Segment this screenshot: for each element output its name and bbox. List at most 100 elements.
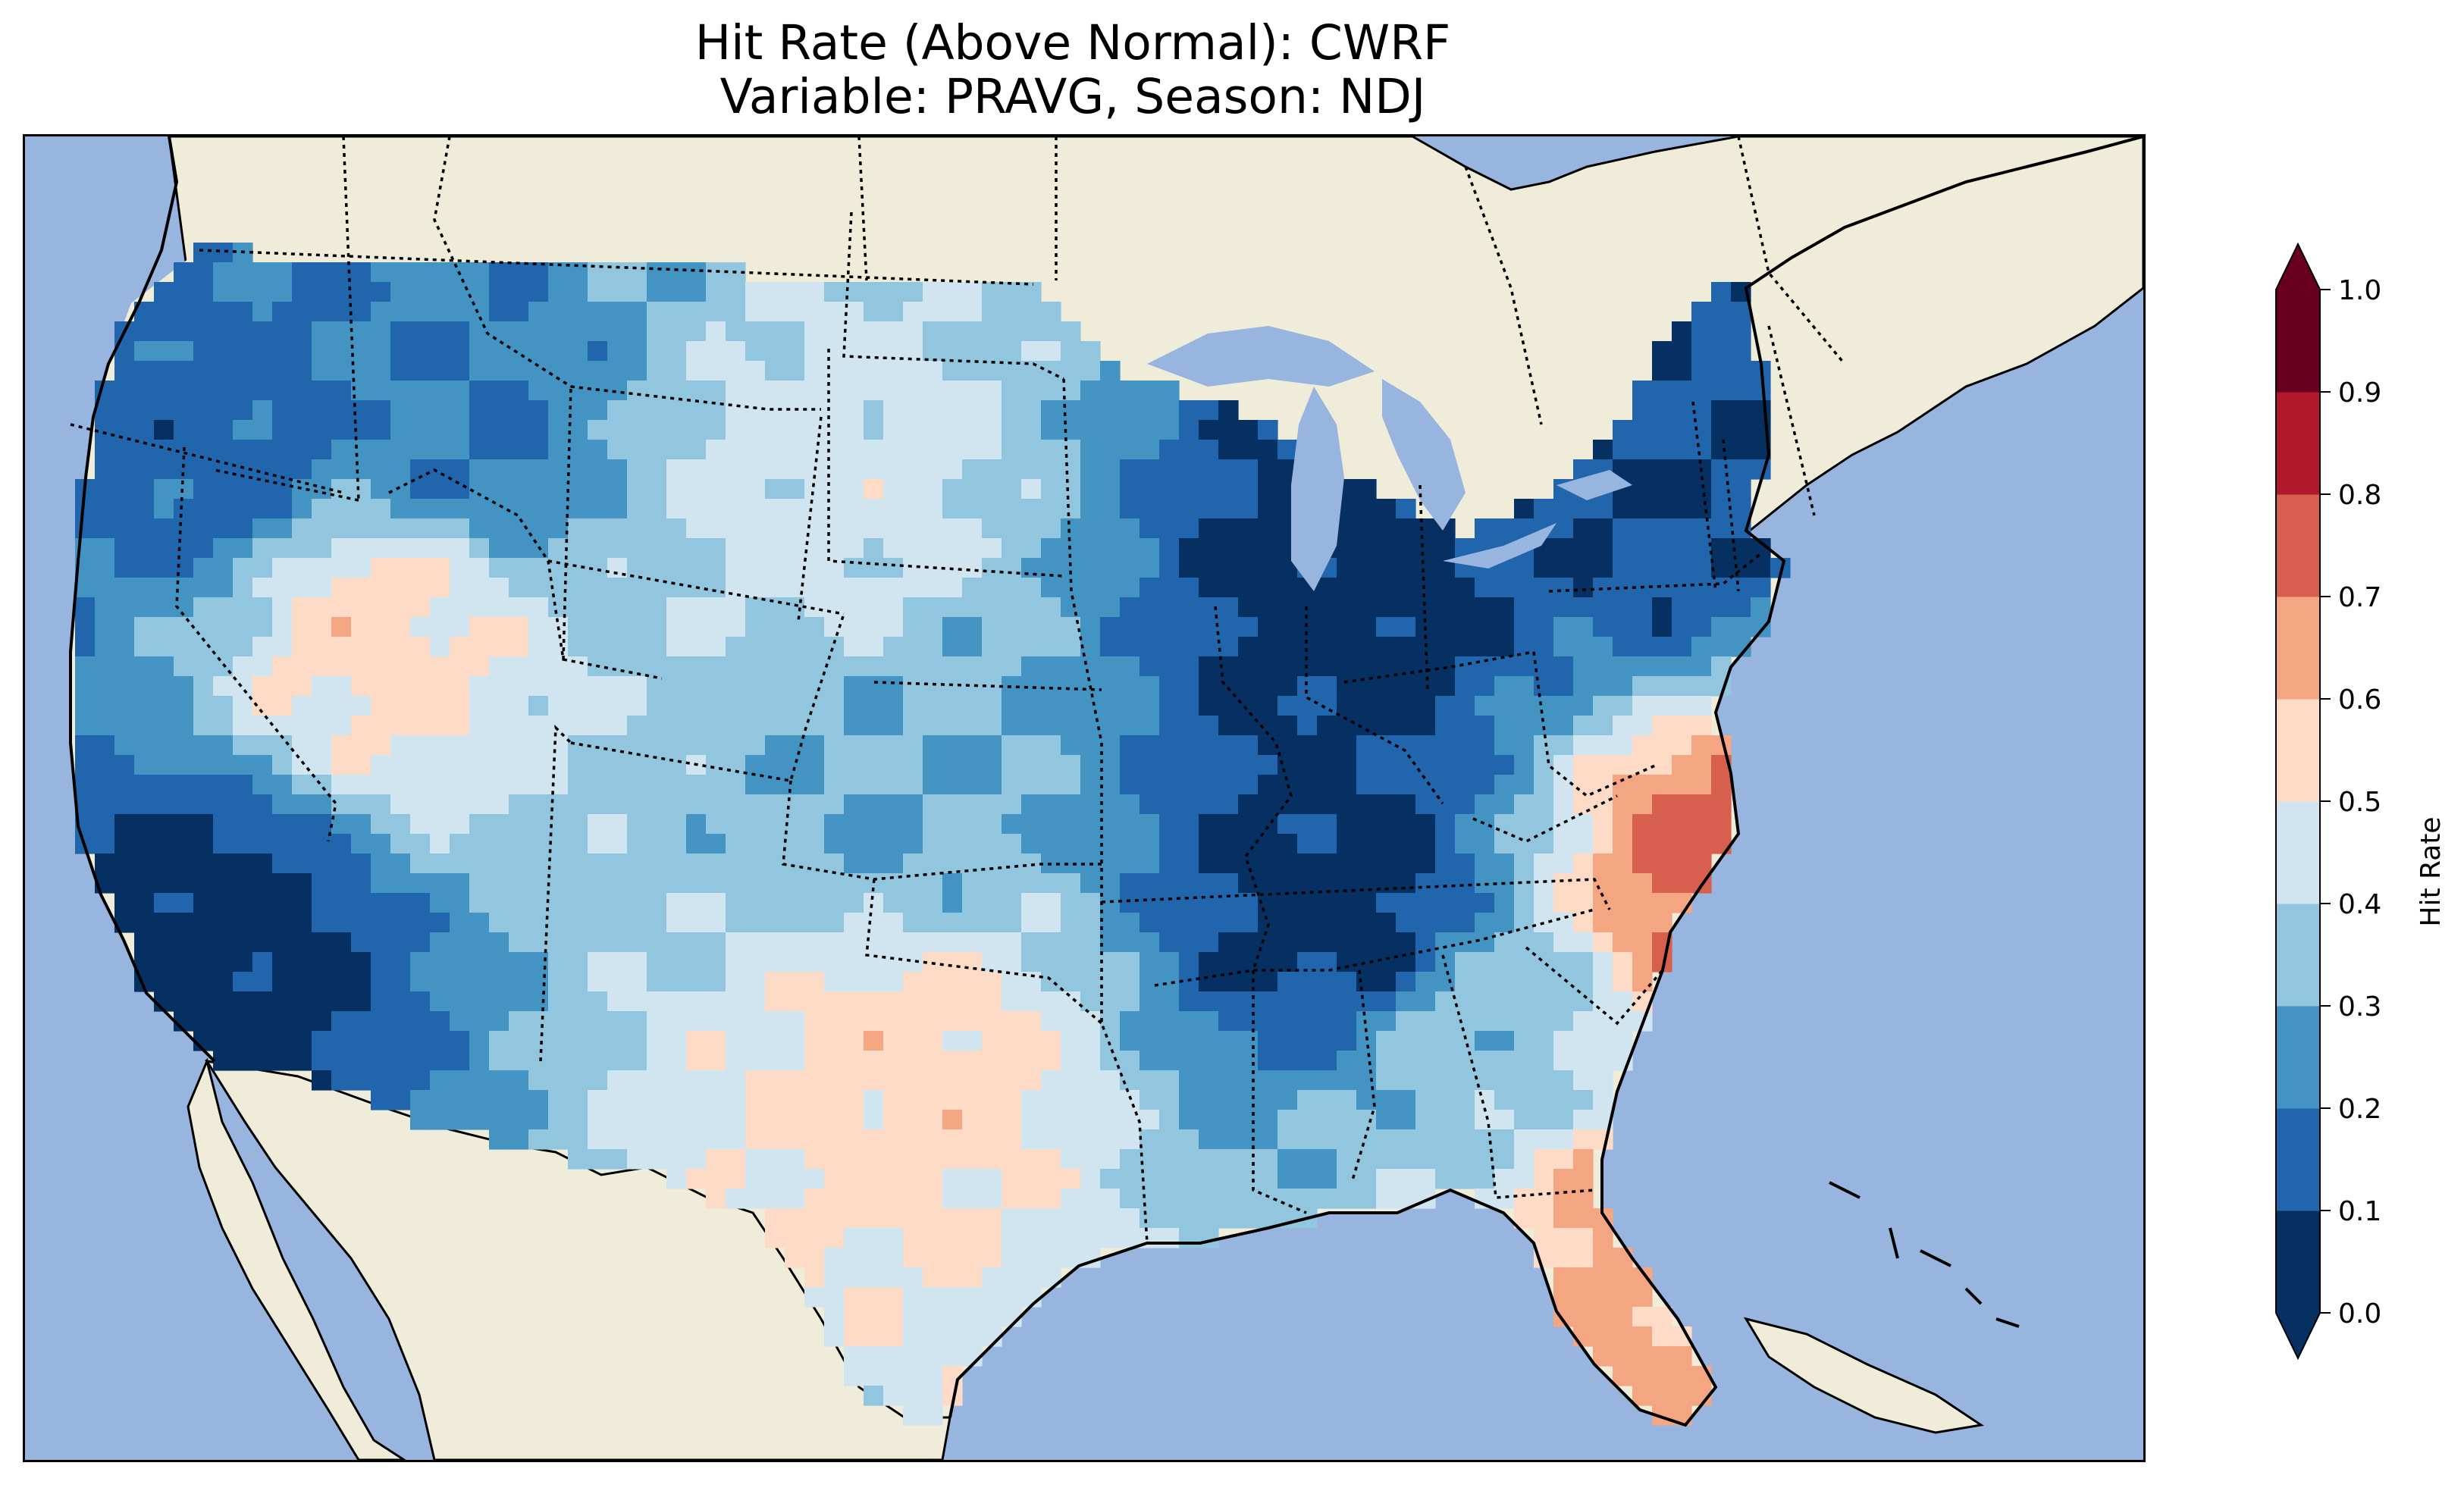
heatmap-cell <box>410 558 431 578</box>
heatmap-cell <box>982 400 1002 421</box>
heatmap-cell <box>233 735 253 756</box>
heatmap-cell <box>252 656 273 677</box>
heatmap-cell <box>1337 755 1357 775</box>
heatmap-cell <box>1179 834 1199 854</box>
heatmap-cell <box>1120 440 1140 460</box>
heatmap-cell <box>95 656 115 677</box>
heatmap-cell <box>1593 637 1613 657</box>
heatmap-cell <box>154 991 174 1012</box>
heatmap-cell <box>292 440 312 460</box>
heatmap-cell <box>982 1051 1002 1071</box>
heatmap-cell <box>726 913 746 933</box>
heatmap-cell <box>1435 1110 1456 1130</box>
heatmap-cell <box>568 499 588 519</box>
heatmap-cell <box>272 972 293 992</box>
heatmap-cell <box>864 282 884 302</box>
heatmap-cell <box>1041 913 1061 933</box>
heatmap-cell <box>1613 1326 1633 1347</box>
heatmap-cell <box>864 1169 884 1189</box>
heatmap-cell <box>1140 1149 1160 1170</box>
heatmap-cell <box>568 755 588 775</box>
heatmap-cell <box>962 696 983 716</box>
heatmap-cell <box>1435 1090 1456 1110</box>
heatmap-cell <box>1159 1031 1180 1051</box>
heatmap-cell <box>844 321 864 342</box>
heatmap-cell <box>923 1169 943 1189</box>
heatmap-cell <box>509 991 529 1012</box>
heatmap-cell <box>1238 755 1259 775</box>
heatmap-cell <box>174 341 194 362</box>
heatmap-cell <box>1672 1366 1692 1386</box>
heatmap-cell <box>627 440 647 460</box>
heatmap-cell <box>1553 637 1574 657</box>
heatmap-cell <box>154 794 174 815</box>
heatmap-cell <box>962 1228 983 1248</box>
heatmap-cell <box>312 499 332 519</box>
heatmap-cell <box>804 873 825 894</box>
heatmap-cell <box>1652 518 1672 539</box>
heatmap-cell <box>726 1169 746 1189</box>
heatmap-cell <box>1159 617 1180 637</box>
heatmap-cell <box>844 972 864 992</box>
heatmap-cell <box>1475 853 1495 874</box>
heatmap-cell <box>1593 1031 1613 1051</box>
heatmap-cell <box>824 794 845 815</box>
heatmap-cell <box>1080 932 1101 953</box>
heatmap-cell <box>351 1070 371 1091</box>
heatmap-cell <box>1514 1110 1535 1130</box>
heatmap-cell <box>1140 794 1160 815</box>
heatmap-cell <box>1672 597 1692 618</box>
heatmap-cell <box>745 361 766 381</box>
heatmap-cell <box>1494 893 1515 913</box>
heatmap-cell <box>903 302 923 322</box>
heatmap-cell <box>1494 932 1515 953</box>
heatmap-cell <box>1140 676 1160 697</box>
heatmap-cell <box>1297 1070 1318 1091</box>
heatmap-cell <box>1120 814 1140 835</box>
heatmap-cell <box>371 676 391 697</box>
heatmap-cell <box>1475 794 1495 815</box>
heatmap-cell <box>390 381 411 401</box>
heatmap-cell <box>844 1307 864 1327</box>
heatmap-cell <box>1080 1110 1101 1130</box>
heatmap-cell <box>666 361 687 381</box>
heatmap-cell <box>272 913 293 933</box>
heatmap-cell <box>410 262 431 283</box>
heatmap-cell <box>410 794 431 815</box>
heatmap-cell <box>607 873 628 894</box>
heatmap-cell <box>568 1110 588 1130</box>
heatmap-cell <box>1100 637 1121 657</box>
heatmap-cell <box>883 479 904 500</box>
heatmap-cell <box>824 1149 845 1170</box>
heatmap-cell <box>213 361 234 381</box>
heatmap-cell <box>154 775 174 795</box>
heatmap-cell <box>114 479 135 500</box>
heatmap-cell <box>1396 518 1416 539</box>
heatmap-cell <box>193 617 214 637</box>
heatmap-cell <box>371 991 391 1012</box>
heatmap-cell <box>292 716 312 736</box>
heatmap-cell <box>883 913 904 933</box>
heatmap-cell <box>1080 814 1101 835</box>
heatmap-cell <box>114 656 135 677</box>
heatmap-cell <box>1080 1208 1101 1229</box>
heatmap-cell <box>824 1208 845 1229</box>
heatmap-cell <box>1534 873 1554 894</box>
heatmap-cell <box>1041 637 1061 657</box>
heatmap-cell <box>1455 617 1475 637</box>
heatmap-cell <box>607 696 628 716</box>
heatmap-cell <box>351 597 371 618</box>
heatmap-cell <box>1021 538 1042 559</box>
heatmap-cell <box>1415 1129 1436 1150</box>
heatmap-cell <box>666 341 687 362</box>
heatmap-cell <box>982 1129 1002 1150</box>
heatmap-cell <box>1494 853 1515 874</box>
heatmap-cell <box>1553 794 1574 815</box>
heatmap-cell <box>607 1011 628 1032</box>
heatmap-cell <box>1238 972 1259 992</box>
heatmap-cell <box>75 696 96 716</box>
heatmap-cell <box>1140 1189 1160 1209</box>
heatmap-cell <box>430 1031 450 1051</box>
heatmap-cell <box>607 755 628 775</box>
heatmap-cell <box>312 775 332 795</box>
